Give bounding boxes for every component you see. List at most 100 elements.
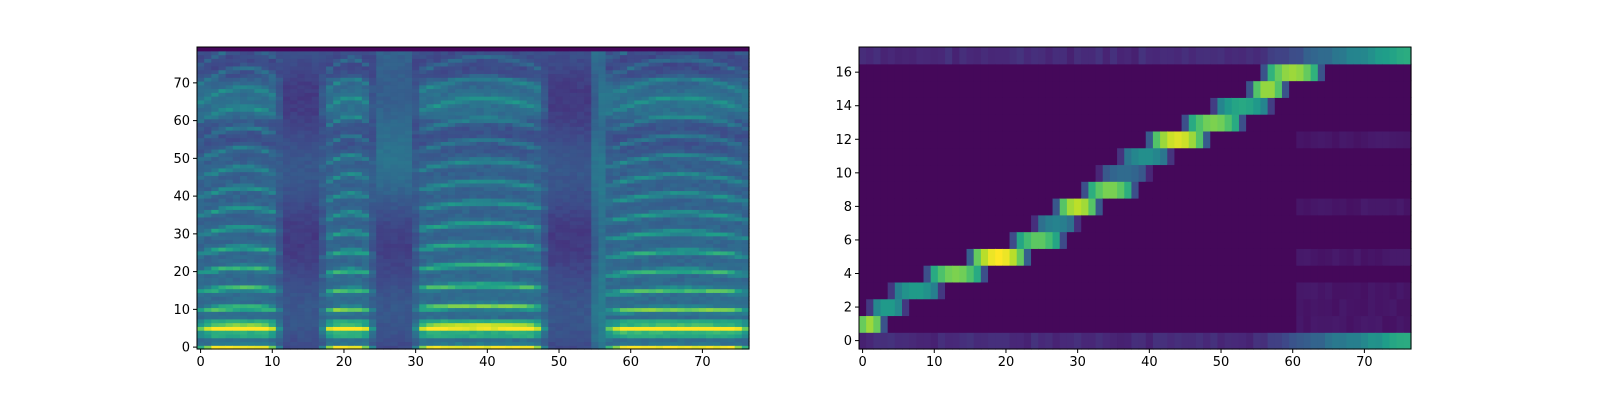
heatmap-cell xyxy=(483,201,492,207)
heatmap-cell xyxy=(455,303,463,309)
heatmap-cell xyxy=(397,299,406,305)
heatmap-cell xyxy=(390,228,399,233)
heatmap-cell xyxy=(275,137,284,142)
heatmap-cell xyxy=(533,333,542,339)
heatmap-cell xyxy=(469,160,478,165)
heatmap-cell xyxy=(619,111,628,116)
heatmap-cell xyxy=(612,152,621,158)
heatmap-cell xyxy=(340,209,349,214)
heatmap-cell xyxy=(612,231,621,237)
heatmap-cell xyxy=(240,262,248,267)
heatmap-cell xyxy=(404,209,413,214)
heatmap-cell xyxy=(326,145,334,150)
heatmap-cell xyxy=(512,273,521,278)
heatmap-cell xyxy=(476,273,485,278)
heatmap-cell xyxy=(591,228,600,233)
heatmap-cell xyxy=(526,235,535,241)
heatmap-cell xyxy=(261,243,270,248)
heatmap-cell xyxy=(498,198,506,203)
heatmap-cell xyxy=(591,284,600,290)
heatmap-cell xyxy=(311,164,320,169)
heatmap-cell xyxy=(283,122,291,127)
heatmap-cell xyxy=(275,96,284,101)
heatmap-cell xyxy=(627,62,635,67)
heatmap-cell xyxy=(498,179,506,184)
heatmap-cell xyxy=(347,198,356,203)
heatmap-cell xyxy=(433,231,442,237)
heatmap-cell xyxy=(397,243,406,248)
heatmap-cell xyxy=(433,277,442,282)
heatmap-cell xyxy=(354,167,363,173)
heatmap-cell xyxy=(598,62,607,67)
heatmap-cell xyxy=(447,318,456,324)
heatmap-cell xyxy=(290,58,298,63)
heatmap-cell xyxy=(361,103,370,108)
heatmap-cell xyxy=(476,228,485,233)
heatmap-cell xyxy=(311,103,320,108)
heatmap-cell xyxy=(232,262,241,267)
heatmap-cell xyxy=(490,182,499,188)
heatmap-cell xyxy=(419,99,427,105)
heatmap-cell xyxy=(211,345,220,350)
heatmap-cell xyxy=(533,262,542,267)
heatmap-cell xyxy=(347,265,356,271)
heatmap-cell xyxy=(333,201,341,207)
heatmap-cell xyxy=(340,118,349,124)
heatmap-cell xyxy=(584,250,592,256)
heatmap-cell xyxy=(447,216,456,222)
heatmap-cell xyxy=(591,345,600,350)
heatmap-cell xyxy=(376,175,384,180)
heatmap-cell xyxy=(211,239,220,244)
heatmap-cell xyxy=(225,273,234,278)
heatmap-cell xyxy=(505,220,514,226)
heatmap-cell xyxy=(483,277,492,282)
heatmap-cell xyxy=(225,186,234,192)
heatmap-cell xyxy=(605,80,614,86)
heatmap-cell xyxy=(211,130,220,135)
heatmap-cell xyxy=(455,265,463,271)
heatmap-cell xyxy=(476,299,485,305)
heatmap-cell xyxy=(512,228,521,233)
heatmap-cell xyxy=(548,96,557,101)
heatmap-cell xyxy=(225,326,234,331)
heatmap-cell xyxy=(490,235,499,241)
heatmap-cell xyxy=(605,213,614,218)
heatmap-cell xyxy=(562,303,571,309)
heatmap-cell xyxy=(326,228,334,233)
heatmap-cell xyxy=(290,175,298,180)
heatmap-cell xyxy=(476,84,485,90)
heatmap-cell xyxy=(548,137,557,142)
heatmap-cell xyxy=(261,160,270,165)
heatmap-cell xyxy=(584,235,592,241)
heatmap-cell xyxy=(383,235,392,241)
heatmap-cell xyxy=(498,239,506,244)
heatmap-cell xyxy=(498,281,506,286)
heatmap-cell xyxy=(268,145,277,150)
heatmap-cell xyxy=(347,182,356,188)
heatmap-cell xyxy=(225,198,234,203)
heatmap-cell xyxy=(383,231,392,237)
heatmap-cell xyxy=(505,254,514,259)
heatmap-cell xyxy=(204,130,212,135)
heatmap-cell xyxy=(318,205,327,210)
heatmap-cell xyxy=(512,111,521,116)
heatmap-cell xyxy=(412,247,420,252)
heatmap-cell xyxy=(290,118,298,124)
heatmap-cell xyxy=(383,130,392,135)
heatmap-cell xyxy=(426,333,435,339)
heatmap-cell xyxy=(412,50,420,56)
heatmap-cell xyxy=(397,141,406,146)
heatmap-cell xyxy=(605,345,614,350)
heatmap-cell xyxy=(404,69,413,75)
heatmap-cell xyxy=(197,171,205,176)
heatmap-cell xyxy=(247,107,255,112)
heatmap-cell xyxy=(254,299,263,305)
heatmap-cell xyxy=(340,269,349,275)
heatmap-cell xyxy=(225,337,234,343)
heatmap-cell xyxy=(483,262,492,267)
heatmap-cell xyxy=(283,148,291,154)
heatmap-cell xyxy=(562,114,571,120)
heatmap-cell xyxy=(254,311,263,316)
heatmap-cell xyxy=(584,107,592,112)
heatmap-cell xyxy=(261,235,270,241)
